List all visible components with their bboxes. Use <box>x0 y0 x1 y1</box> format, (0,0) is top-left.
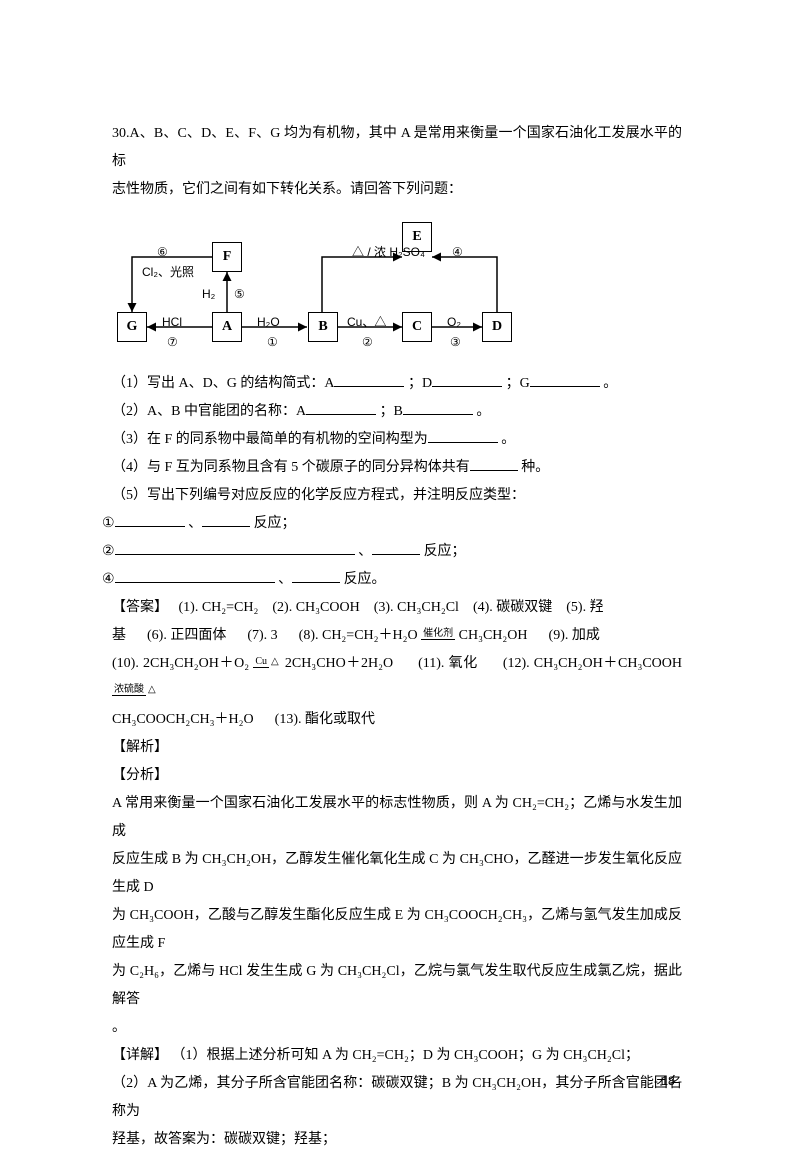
label-one: ① <box>267 330 278 354</box>
explain-3: 为 CH₃COOH，乙酸与乙醇发生酯化反应生成 E 为 CH₃COOCH₂CH₃… <box>112 902 682 958</box>
blank-b-2 <box>403 400 473 415</box>
detail-1: （1）根据上述分析可知 A 为 CH₂=CH₂；D 为 CH₃COOH；G 为 … <box>172 1048 640 1063</box>
blank-a-2 <box>306 400 376 415</box>
box-b: B <box>308 312 338 342</box>
ans-10-pre: (10). 2CH₃CH₂OH＋O₂ <box>112 656 249 671</box>
p5-2a: ② <box>102 544 115 559</box>
box-d: D <box>482 312 512 342</box>
label-two: ② <box>362 330 373 354</box>
blank-5-1b <box>202 512 250 527</box>
intro-line-1: A、B、C、D、E、F、G 均为有机物，其中 A 是常用来衡量一个国家石油化工发… <box>112 126 682 169</box>
blank-4 <box>470 456 518 471</box>
label-h2: H₂ <box>202 282 215 306</box>
p5-1b: 、 <box>188 516 202 531</box>
label-four: ④ <box>452 240 463 264</box>
box-g: G <box>117 312 147 342</box>
box-a: A <box>212 312 242 342</box>
p2-a: （2）A、B 中官能团的名称：A <box>112 404 306 419</box>
blank-a-1 <box>334 372 404 387</box>
answer-title: 【答案】 <box>112 600 168 615</box>
blank-d-1 <box>432 372 502 387</box>
ans-11: (11). 氧化 <box>418 656 478 671</box>
intro-line-2: 志性物质，它们之间有如下转化关系。请回答下列问题： <box>112 176 682 204</box>
reaction-diagram: G A F B C D E ⑥ Cl₂、光照 H₂ ⑤ HCl ⑦ H₂O ① … <box>112 212 512 362</box>
ans-8-pre: (8). CH₂=CH₂＋H₂O <box>299 628 418 643</box>
label-five: ⑤ <box>234 282 245 306</box>
ans-10-post: 2CH₃CHO＋2H₂O <box>285 656 393 671</box>
label-seven: ⑦ <box>167 330 178 354</box>
blank-5-2a <box>115 540 355 555</box>
p5-4c: 反应。 <box>344 572 386 587</box>
p3-a: （3）在 F 的同系物中最简单的有机物的空间构型为 <box>112 432 428 447</box>
box-f: F <box>212 242 242 272</box>
blank-3 <box>428 428 498 443</box>
p5: （5）写出下列编号对应反应的化学反应方程式，并注明反应类型： <box>112 482 682 510</box>
detail-2a: （2）A 为乙烯，其分子所含官能团名称：碳碳双键；B 为 CH₃CH₂OH，其分… <box>112 1070 682 1126</box>
ans-3: (3). CH₃CH₂Cl <box>374 600 459 615</box>
label-three: ③ <box>450 330 461 354</box>
p5-4b: 、 <box>278 572 292 587</box>
ans-10-cond: Cu△ <box>253 656 280 667</box>
ans-13: (13). 酯化或取代 <box>275 712 375 727</box>
xiangjie-title: 【详解】 <box>112 1048 168 1063</box>
blank-5-1a <box>115 512 185 527</box>
page-number: - 18 - <box>654 1069 682 1093</box>
blank-5-2b <box>372 540 420 555</box>
box-c: C <box>402 312 432 342</box>
p4-a: （4）与 F 互为同系物且含有 5 个碳原子的同分异构体共有 <box>112 460 470 475</box>
jiexi-title: 【解析】 <box>112 734 682 762</box>
ans-6: (6). 正四面体 <box>147 628 226 643</box>
ans-12-cond: 浓硫酸△ <box>112 684 158 695</box>
p3-b: 。 <box>501 432 515 447</box>
ans-12-post: CH₃COOCH₂CH₃＋H₂O <box>112 712 254 727</box>
explain-5: 。 <box>112 1014 682 1042</box>
blank-5-4b <box>292 568 340 583</box>
ans-12-pre: (12). CH₃CH₂OH＋CH₃COOH <box>503 656 682 671</box>
fenxi-title: 【分析】 <box>112 762 682 790</box>
explain-4: 为 C₂H₆，乙烯与 HCl 发生生成 G 为 CH₃CH₂Cl，乙烷与氯气发生… <box>112 958 682 1014</box>
p1-a: （1）写出 A、D、G 的结构简式：A <box>112 376 334 391</box>
detail-2b: 羟基，故答案为：碳碳双键；羟基； <box>112 1126 682 1154</box>
ans-8-post: CH₃CH₂OH <box>459 628 528 643</box>
ans-7: (7). 3 <box>247 628 277 643</box>
label-cl2: Cl₂、光照 <box>142 260 194 284</box>
ans-5: (5). 羟 <box>566 600 603 615</box>
p5-4a: ④ <box>102 572 115 587</box>
p4-b: 种。 <box>521 460 549 475</box>
ans-1: (1). CH₂=CH₂ <box>179 600 259 615</box>
explain-1: A 常用来衡量一个国家石油化工发展水平的标志性物质，则 A 为 CH₂=CH₂；… <box>112 790 682 846</box>
ans-9: (9). 加成 <box>549 628 600 643</box>
p2-c: 。 <box>476 404 490 419</box>
p1-b: ；D <box>408 376 432 391</box>
p5-1c: 反应； <box>254 516 296 531</box>
p1-c: ；G <box>506 376 530 391</box>
blank-g-1 <box>530 372 600 387</box>
explain-2: 反应生成 B 为 CH₃CH₂OH，乙醇发生催化氧化生成 C 为 CH₃CHO，… <box>112 846 682 902</box>
p5-1a: ① <box>102 516 115 531</box>
ans-2: (2). CH₃COOH <box>272 600 359 615</box>
ans-5b: 基 <box>112 628 126 643</box>
ans-4: (4). 碳碳双键 <box>473 600 552 615</box>
p5-2b: 、 <box>358 544 372 559</box>
ans-8-cond: 催化剂 <box>421 628 455 639</box>
p5-2c: 反应； <box>424 544 466 559</box>
label-h2so4: △ / 浓 H₂SO₄ <box>352 240 425 264</box>
blank-5-4a <box>115 568 275 583</box>
p2-b: ；B <box>380 404 403 419</box>
p1-d: 。 <box>603 376 617 391</box>
question-number: 30. <box>112 126 130 141</box>
